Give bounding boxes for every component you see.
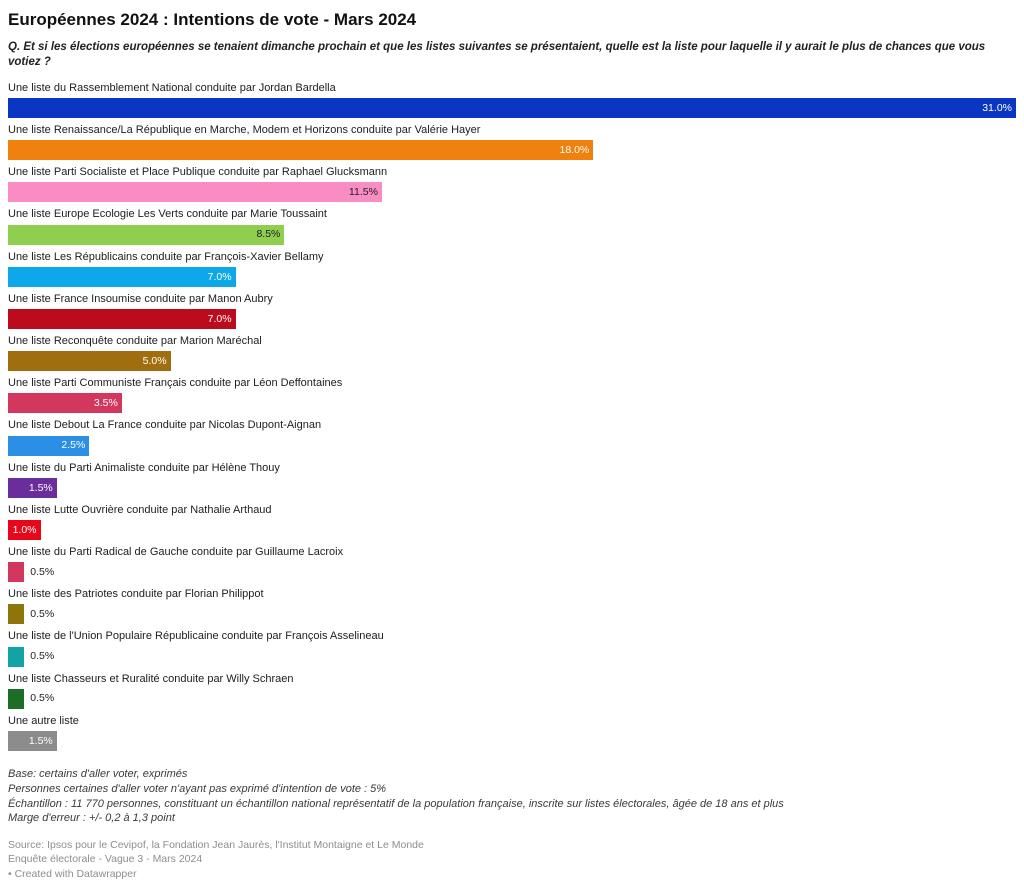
value-label: 1.0% bbox=[12, 523, 37, 536]
chart-row: Une liste du Rassemblement National cond… bbox=[8, 81, 1016, 119]
value-label: 0.5% bbox=[30, 650, 55, 663]
value-label: 3.5% bbox=[93, 397, 118, 410]
value-label: 0.5% bbox=[30, 565, 55, 578]
category-label: Une liste France Insoumise conduite par … bbox=[8, 292, 273, 305]
bar-1.5%: 1.5% bbox=[8, 730, 57, 751]
value-label: 0.5% bbox=[30, 692, 55, 705]
bar-track: 2.5% bbox=[8, 435, 1016, 456]
category-label: Une liste Europe Ecologie Les Verts cond… bbox=[8, 208, 327, 221]
bar-2.5%: 2.5% bbox=[8, 435, 90, 456]
bar-track: 5.0% bbox=[8, 351, 1016, 372]
bar-5.0%: 5.0% bbox=[8, 351, 171, 372]
bar-track: 1.5% bbox=[8, 477, 1016, 498]
chart-row: Une autre liste 1.5% bbox=[8, 715, 1016, 751]
chart-row: Une liste Parti Communiste Français cond… bbox=[8, 377, 1016, 414]
category-label: Une liste Renaissance/La République en M… bbox=[8, 124, 481, 137]
bar-track: 0.5% bbox=[8, 604, 1016, 625]
value-label: 5.0% bbox=[142, 354, 167, 367]
chart-notes: Base: certains d'aller voter, exprimés Pe… bbox=[8, 767, 1016, 826]
bar-track: 1.5% bbox=[8, 730, 1016, 751]
bar-0.5% bbox=[8, 688, 25, 709]
bar-0.5% bbox=[8, 604, 25, 625]
bar-3.5%: 3.5% bbox=[8, 393, 122, 414]
category-label: Une liste Debout La France conduite par … bbox=[8, 419, 322, 432]
value-label: 7.0% bbox=[207, 270, 232, 283]
chart-row: Une liste Lutte Ouvrière conduite par Na… bbox=[8, 504, 1016, 540]
category-label: Une liste Parti Communiste Français cond… bbox=[8, 377, 343, 390]
value-label: 0.5% bbox=[30, 608, 55, 621]
value-label: 8.5% bbox=[256, 228, 281, 241]
chart-row: Une liste France Insoumise conduite par … bbox=[8, 293, 1016, 329]
category-label: Une liste Les Républicains conduite par … bbox=[8, 250, 324, 263]
bar-track: 0.5% bbox=[8, 688, 1016, 709]
chart-row: Une liste du Parti Animaliste conduite p… bbox=[8, 462, 1016, 498]
chart-row: Une liste Europe Ecologie Les Verts cond… bbox=[8, 208, 1016, 245]
bar-31.0%: 31.0% bbox=[8, 98, 1016, 119]
bar-track: 7.0% bbox=[8, 266, 1016, 287]
category-label: Une liste du Rassemblement National cond… bbox=[8, 81, 336, 94]
chart-subtitle: Q. Et si les élections européennes se te… bbox=[8, 41, 986, 68]
chart-row: Une liste du Parti Radical de Gauche con… bbox=[8, 545, 1016, 583]
bar-7.0%: 7.0% bbox=[8, 309, 236, 329]
bar-track: 7.0% bbox=[8, 309, 1016, 329]
note-line: Échantillon : 11 770 personnes, constitu… bbox=[8, 797, 784, 810]
bar-0.5% bbox=[8, 562, 25, 583]
bar-track: 31.0% bbox=[8, 98, 1016, 119]
bar-track: 11.5% bbox=[8, 182, 1016, 203]
chart-row: Une liste Parti Socialiste et Place Publ… bbox=[8, 166, 1016, 203]
bar-track: 18.0% bbox=[8, 140, 1016, 161]
category-label: Une liste des Patriotes conduite par Flo… bbox=[8, 588, 264, 601]
category-label: Une liste du Parti Animaliste conduite p… bbox=[8, 461, 280, 474]
value-label: 11.5% bbox=[348, 186, 378, 199]
category-label: Une liste Chasseurs et Ruralité conduite… bbox=[8, 672, 294, 685]
category-label: Une liste de l'Union Populaire Républica… bbox=[8, 630, 384, 643]
value-label: 1.5% bbox=[28, 734, 53, 747]
bar-1.0%: 1.0% bbox=[8, 519, 41, 540]
bar-18.0%: 18.0% bbox=[8, 140, 594, 161]
chart-sources: Source: Ipsos pour le Cevipof, la Fondat… bbox=[8, 838, 1016, 881]
bar-1.5%: 1.5% bbox=[8, 477, 57, 498]
chart-row: Une liste Debout La France conduite par … bbox=[8, 419, 1016, 456]
category-label: Une liste Parti Socialiste et Place Publ… bbox=[8, 166, 388, 179]
bar-track: 0.5% bbox=[8, 562, 1016, 583]
value-label: 1.5% bbox=[28, 481, 53, 494]
bar-8.5%: 8.5% bbox=[8, 224, 285, 245]
chart-row: Une liste Renaissance/La République en M… bbox=[8, 124, 1016, 161]
category-label: Une liste Reconquête conduite par Marion… bbox=[8, 335, 262, 347]
bar-track: 8.5% bbox=[8, 224, 1016, 245]
category-label: Une liste du Parti Radical de Gauche con… bbox=[8, 545, 344, 558]
source-line: Source: Ipsos pour le Cevipof, la Fondat… bbox=[8, 839, 424, 852]
chart-title: Européennes 2024 : Intentions de vote - … bbox=[8, 10, 417, 29]
value-label: 2.5% bbox=[61, 439, 86, 452]
chart-row: Une liste des Patriotes conduite par Flo… bbox=[8, 588, 1016, 625]
chart-row: Une liste Chasseurs et Ruralité conduite… bbox=[8, 673, 1016, 709]
bar-chart: Une liste du Rassemblement National cond… bbox=[8, 82, 1016, 751]
chart-row: Une liste Les Républicains conduite par … bbox=[8, 251, 1016, 287]
note-line: Base: certains d'aller voter, exprimés bbox=[8, 767, 188, 780]
category-label: Une autre liste bbox=[8, 714, 79, 727]
bar-11.5%: 11.5% bbox=[8, 182, 382, 203]
datawrapper-credit-link[interactable]: • Created with Datawrapper bbox=[8, 867, 137, 880]
bar-track: 3.5% bbox=[8, 393, 1016, 414]
source-line: Enquête électorale - Vague 3 - Mars 2024 bbox=[8, 853, 203, 866]
bar-track: 1.0% bbox=[8, 519, 1016, 540]
chart-row: Une liste de l'Union Populaire Républica… bbox=[8, 630, 1016, 667]
chart-row: Une liste Reconquête conduite par Marion… bbox=[8, 335, 1016, 372]
bar-7.0%: 7.0% bbox=[8, 266, 236, 287]
value-label: 18.0% bbox=[559, 144, 590, 156]
bar-0.5% bbox=[8, 646, 25, 667]
category-label: Une liste Lutte Ouvrière conduite par Na… bbox=[8, 503, 272, 516]
note-line: Marge d'erreur : +/- 0,2 à 1,3 point bbox=[8, 812, 175, 825]
bar-track: 0.5% bbox=[8, 646, 1016, 667]
value-label: 7.0% bbox=[207, 312, 232, 325]
note-line: Personnes certaines d'aller voter n'ayan… bbox=[8, 782, 387, 795]
value-label: 31.0% bbox=[982, 101, 1012, 114]
